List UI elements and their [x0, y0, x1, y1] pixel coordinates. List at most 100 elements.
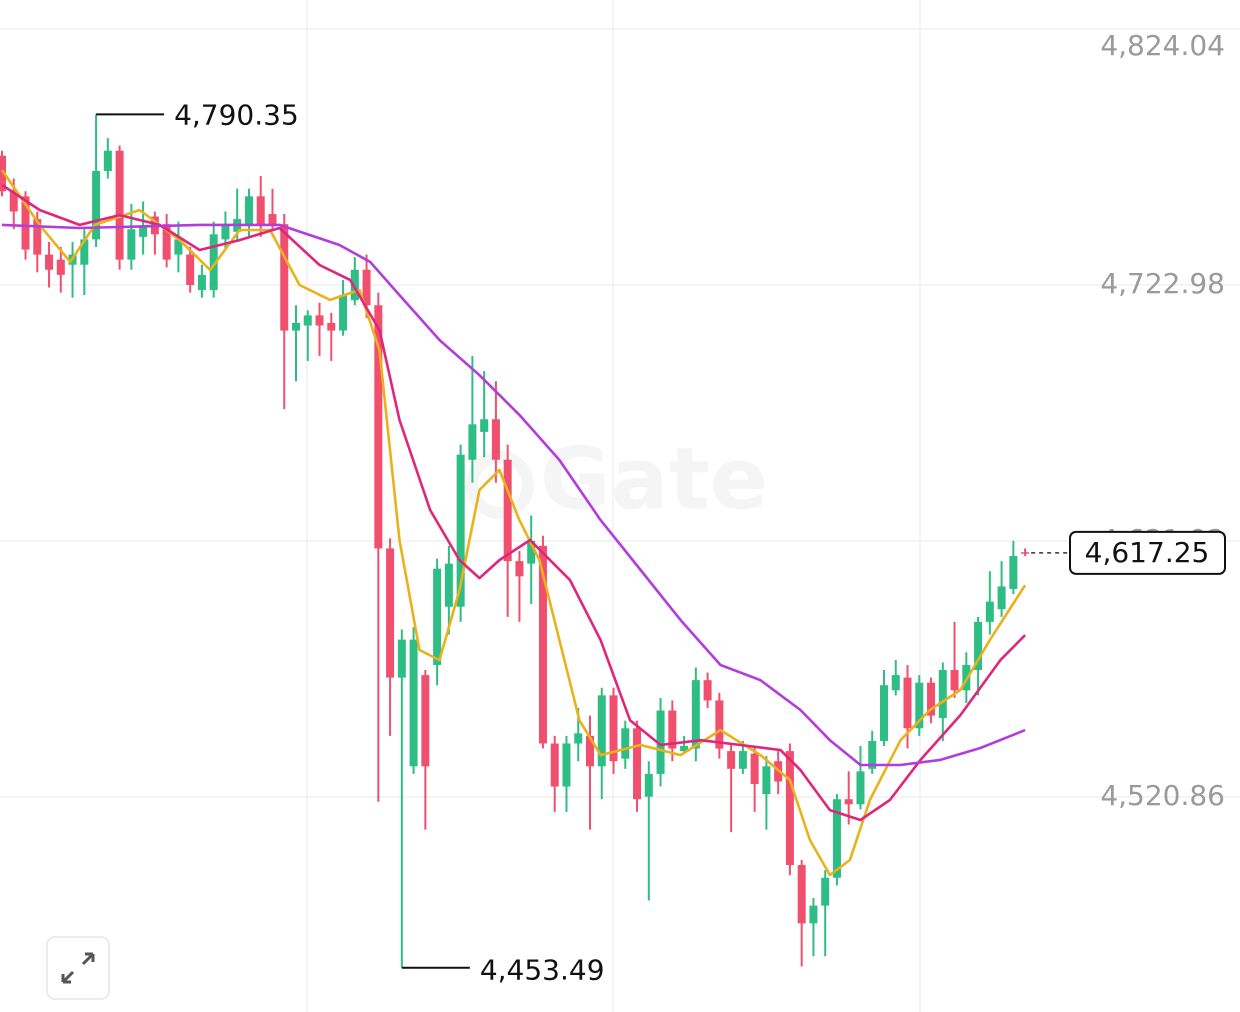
- candle-body: [715, 700, 724, 749]
- candle-body: [609, 695, 618, 762]
- candle-body: [374, 305, 383, 549]
- candle-body: [950, 670, 959, 691]
- candle-body: [221, 224, 230, 240]
- candle-body: [350, 269, 359, 301]
- candle-body: [856, 771, 865, 805]
- candle-body: [762, 766, 771, 795]
- candle-body: [1021, 552, 1030, 554]
- candle-body: [103, 150, 112, 171]
- candle-body: [280, 224, 289, 331]
- candle-body: [21, 196, 30, 250]
- candle-body: [386, 548, 395, 678]
- watermark-logo: [466, 451, 534, 519]
- candle-body: [527, 540, 536, 564]
- y-tick-label: 4,824.04: [1100, 29, 1225, 62]
- max-label: 4,790.35: [174, 98, 299, 131]
- grid-layer: 4,520.864,621.924,722.984,824.04: [0, 28, 1240, 812]
- candle-body: [1009, 556, 1018, 589]
- candle-body: [45, 254, 54, 270]
- candle-body: [127, 229, 136, 260]
- candle-body: [809, 905, 818, 924]
- candle-body: [209, 234, 218, 291]
- candle-body: [433, 568, 442, 665]
- candle-body: [456, 454, 465, 607]
- candle-body: [9, 191, 18, 212]
- candle-body: [480, 419, 489, 432]
- candle-body: [844, 799, 853, 805]
- y-tick-label: 4,520.86: [1100, 779, 1225, 812]
- candle-body: [656, 710, 665, 774]
- candle-body: [586, 735, 594, 767]
- candle-body: [997, 586, 1006, 610]
- candle-body: [115, 150, 124, 260]
- candle-body: [327, 322, 336, 331]
- overlay-layer: 4,790.35 4,453.49 4,617.25: [96, 98, 1226, 987]
- candle-body: [985, 601, 994, 622]
- candle-body: [409, 639, 418, 767]
- candle-body: [491, 419, 500, 460]
- candle-body: [797, 865, 806, 924]
- candle-body: [821, 877, 830, 906]
- candle-body: [303, 315, 312, 326]
- candle-body: [668, 710, 677, 749]
- candle-body: [633, 728, 642, 800]
- candle-body: [92, 170, 101, 240]
- vertical-grid: [306, 0, 921, 1012]
- candle-body: [538, 545, 547, 744]
- candle-body: [550, 743, 559, 787]
- expand-icon: [61, 952, 95, 984]
- candle-body: [468, 424, 477, 460]
- candle-body: [244, 196, 253, 225]
- candle-body: [562, 743, 571, 787]
- candle-body: [680, 746, 689, 752]
- candle-body: [832, 799, 841, 878]
- candle-body: [197, 274, 206, 291]
- candle-body: [974, 621, 983, 671]
- plot-layer: [0, 114, 1030, 968]
- candle-body: [56, 259, 65, 275]
- candle-body: [362, 269, 371, 306]
- candle-body: [597, 695, 606, 767]
- candle-body: [186, 254, 195, 285]
- moving-average-line: [1, 183, 1027, 822]
- candle-body: [880, 685, 888, 741]
- candle-body: [339, 295, 348, 331]
- candle-body: [738, 751, 747, 769]
- candle-body: [644, 773, 653, 797]
- candle-body: [703, 680, 712, 701]
- min-label: 4,453.49: [480, 954, 605, 987]
- moving-average-line: [1, 223, 1026, 767]
- candle-body: [174, 239, 183, 255]
- candle-body: [292, 322, 300, 331]
- candle-body: [444, 563, 453, 607]
- candle-body: [727, 751, 736, 769]
- candle-body: [868, 740, 877, 769]
- candle-body: [750, 753, 759, 785]
- candle-body: [903, 677, 912, 729]
- candle-body: [915, 682, 924, 729]
- candle-body: [256, 196, 265, 225]
- candle-body: [691, 680, 700, 749]
- y-tick-label: 4,722.98: [1100, 267, 1225, 300]
- candle-body: [139, 226, 148, 237]
- candle-body: [515, 561, 524, 577]
- candle-body: [938, 670, 947, 719]
- last-price-box: [1069, 530, 1226, 575]
- expand-button-frame[interactable]: [46, 936, 110, 1000]
- last-price-label: 4,617.25: [1085, 536, 1210, 569]
- candle-body: [927, 682, 936, 716]
- candle-body: [785, 751, 794, 866]
- moving-average-line: [0, 169, 1027, 877]
- candle-body: [503, 459, 512, 562]
- candle-body: [162, 224, 171, 260]
- expand-button[interactable]: [46, 936, 110, 1000]
- watermark-group: Gate: [466, 429, 768, 529]
- candle-body: [268, 214, 277, 225]
- candle-body: [574, 733, 583, 744]
- watermark: Gate: [540, 429, 768, 529]
- candle-body: [891, 675, 900, 691]
- candle-body: [421, 675, 430, 767]
- candle-body: [315, 315, 324, 326]
